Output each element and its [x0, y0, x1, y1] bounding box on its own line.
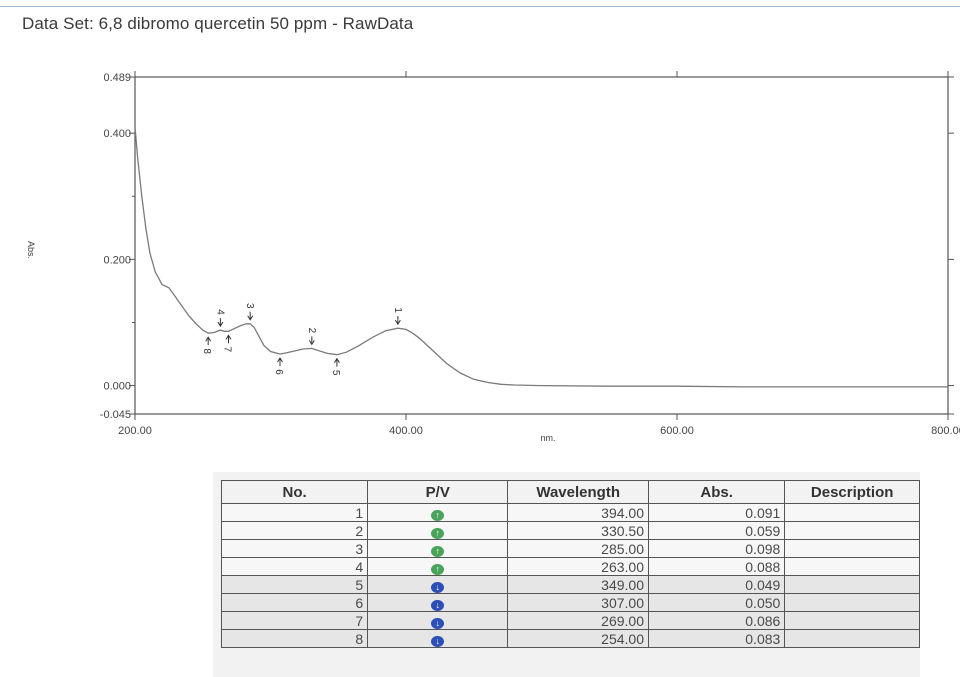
cell-wavelength: 330.50 — [507, 521, 649, 540]
cell-no: 5 — [220, 575, 369, 594]
peak-marker-label: 2 — [306, 328, 317, 334]
valley-marker-arrow — [225, 334, 232, 340]
table-row: 8 ↓ 254.00 0.083 — [220, 629, 920, 648]
y-axis-label: Abs. — [26, 241, 36, 259]
cell-abs: 0.091 — [647, 503, 786, 522]
cell-abs: 0.050 — [647, 593, 786, 612]
table-row: 3 ↑ 285.00 0.098 — [220, 539, 920, 558]
col-header-wavelength: Wavelength — [507, 480, 649, 504]
spectrum-line — [134, 126, 948, 388]
peak-marker-arrow — [217, 321, 224, 328]
valley-marker-label: 8 — [201, 348, 212, 354]
peak-up-arrow-icon: ↑ — [431, 563, 445, 575]
peak-table: No. P/V Wavelength Abs. Description 1 ↑ 39… — [220, 480, 920, 648]
col-header-pv: P/V — [367, 480, 509, 504]
cell-no: 6 — [220, 593, 369, 612]
cell-abs: 0.088 — [647, 557, 786, 576]
cell-no: 4 — [220, 557, 369, 576]
valley-down-arrow-icon: ↓ — [431, 581, 445, 593]
cell-wavelength: 269.00 — [507, 611, 649, 630]
peak-marker-label: 4 — [214, 309, 225, 315]
valley-marker-label: 6 — [273, 369, 284, 375]
cell-no: 1 — [220, 503, 369, 522]
y-tick-label: 0.000 — [103, 381, 131, 393]
cell-description — [784, 629, 920, 648]
cell-description — [784, 575, 920, 594]
plot-frame — [134, 76, 949, 415]
peak-up-arrow-icon: ↑ — [431, 527, 445, 539]
cell-pv: ↑ — [367, 503, 509, 522]
cell-abs: 0.086 — [647, 611, 786, 630]
cell-wavelength: 254.00 — [507, 629, 649, 648]
cell-wavelength: 307.00 — [507, 593, 649, 612]
peak-table-panel: No. P/V Wavelength Abs. Description 1 ↑ 39… — [213, 472, 920, 677]
valley-down-arrow-icon: ↓ — [431, 635, 445, 647]
valley-marker-arrow — [333, 357, 340, 363]
valley-down-arrow-icon: ↓ — [431, 599, 445, 611]
cell-pv: ↓ — [367, 593, 509, 612]
cell-no: 2 — [220, 521, 369, 540]
valley-marker-label: 5 — [330, 370, 341, 376]
y-tick-label: 0.400 — [103, 128, 131, 140]
peak-marker-label: 1 — [392, 307, 403, 313]
cell-wavelength: 349.00 — [507, 575, 649, 594]
table-row: 1 ↑ 394.00 0.091 — [220, 503, 920, 522]
dataset-title: Data Set: 6,8 dibromo quercetin 50 ppm -… — [22, 14, 414, 33]
cell-description — [784, 593, 920, 612]
valley-marker-label: 7 — [221, 347, 232, 353]
cell-wavelength: 285.00 — [507, 539, 649, 558]
cell-wavelength: 394.00 — [507, 503, 649, 522]
peak-marker-arrow — [308, 340, 315, 346]
peak-table-header-row: No. P/V Wavelength Abs. Description — [220, 480, 920, 504]
cell-pv: ↑ — [367, 539, 509, 558]
cell-description — [784, 611, 920, 630]
peak-up-arrow-icon: ↑ — [431, 545, 445, 557]
valley-marker-arrow — [205, 336, 212, 342]
table-row: 2 ↑ 330.50 0.059 — [220, 521, 920, 540]
cell-description — [784, 539, 920, 558]
cell-description — [784, 557, 920, 576]
cell-no: 3 — [220, 539, 369, 558]
y-tick-label: 0.200 — [103, 254, 131, 266]
col-header-abs: Abs. — [647, 480, 786, 504]
cell-abs: 0.059 — [647, 521, 786, 540]
valley-down-arrow-icon: ↓ — [431, 617, 445, 629]
cell-pv: ↑ — [367, 521, 509, 540]
y-tick-label: -0.045 — [100, 409, 131, 421]
x-axis-label: nm. — [540, 433, 555, 443]
cell-abs: 0.049 — [647, 575, 786, 594]
cell-wavelength: 263.00 — [507, 557, 649, 576]
cell-pv: ↓ — [367, 575, 509, 594]
cell-no: 7 — [220, 611, 369, 630]
top-rule — [0, 6, 960, 7]
table-row: 6 ↓ 307.00 0.050 — [220, 593, 920, 612]
cell-description — [784, 503, 920, 522]
x-tick-label: 600.00 — [660, 425, 694, 437]
cell-pv: ↑ — [367, 557, 509, 576]
x-tick-label: 200.00 — [118, 425, 152, 437]
peak-marker-arrow — [394, 319, 401, 326]
cell-pv: ↓ — [367, 629, 509, 648]
absorbance-spectrum-chart: 0.489 0.400 0.200 0.000 -0.045 200.00 400.00 60… — [26, 71, 960, 443]
table-row: 4 ↑ 263.00 0.088 — [220, 557, 920, 576]
peak-marker-label: 3 — [244, 303, 255, 309]
col-header-no: No. — [220, 480, 369, 504]
peak-up-arrow-icon: ↑ — [431, 509, 445, 521]
table-row: 7 ↓ 269.00 0.086 — [220, 611, 920, 630]
valley-marker-arrow — [277, 357, 283, 363]
x-tick-label: 800.00 — [931, 425, 960, 437]
cell-pv: ↓ — [367, 611, 509, 630]
col-header-description: Description — [784, 480, 920, 504]
y-tick-label: 0.489 — [103, 72, 131, 84]
x-tick-label: 400.00 — [389, 425, 423, 437]
cell-description — [784, 521, 920, 540]
cell-no: 8 — [220, 629, 369, 648]
cell-abs: 0.098 — [647, 539, 786, 558]
table-row: 5 ↓ 349.00 0.049 — [220, 575, 920, 594]
peak-marker-arrow — [247, 315, 254, 321]
cell-abs: 0.083 — [647, 629, 786, 648]
